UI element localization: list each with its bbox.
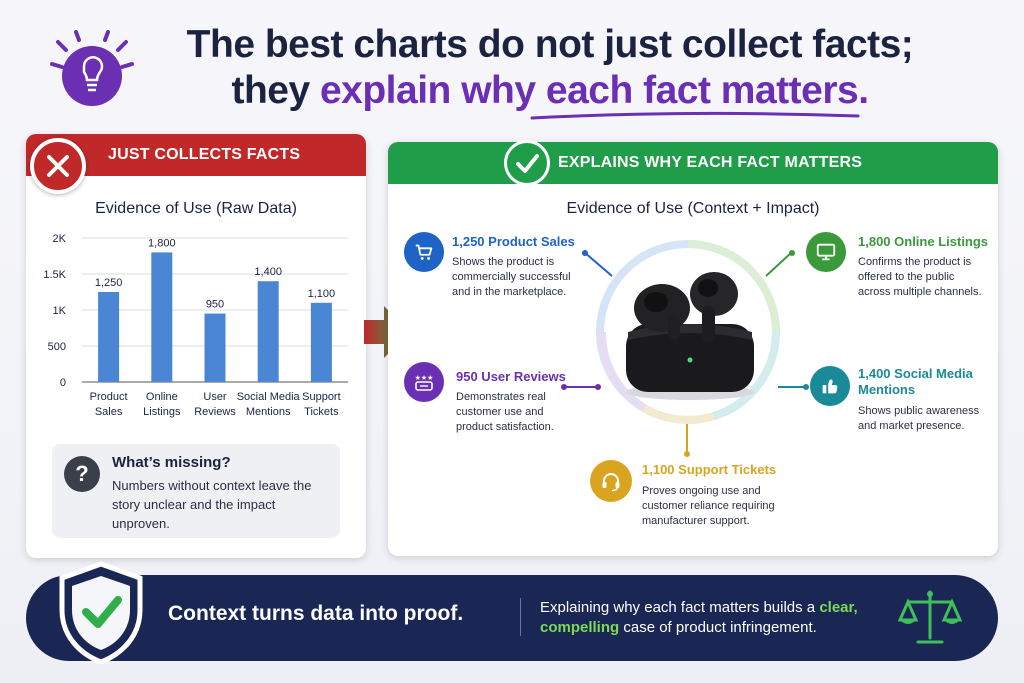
raw-data-bar-chart: 0 500 1K 1.5K 2K 1,250 Product Sales 1,800 Online… <box>43 233 348 418</box>
footer-divider <box>520 598 521 636</box>
fact-sales-line: commercially successful <box>452 271 571 283</box>
evidence-ring <box>596 240 780 424</box>
fact-social-heading-line: Mentions <box>858 382 916 397</box>
bar-value-label: 1,800 <box>148 237 176 249</box>
title-underline <box>530 111 860 120</box>
bar <box>151 252 173 382</box>
fact-listings-text: Confirms the product is offered to the p… <box>858 255 982 300</box>
title-line-2: they explain why each fact matters. <box>150 68 950 114</box>
x-mark-icon <box>30 138 86 194</box>
question-icon: ? <box>64 456 100 492</box>
fact-sales-heading: 1,250 Product Sales <box>452 234 575 249</box>
fact-support-line: Proves ongoing use and <box>642 485 761 497</box>
footer-text-a: Explaining why each fact matters builds … <box>540 599 820 616</box>
raw-data-subtitle: Evidence of Use (Raw Data) <box>95 200 297 217</box>
fact-reviews-line: customer use and <box>456 406 544 418</box>
bar-value-label: 1,400 <box>254 266 282 278</box>
fact-reviews-heading: 950 User Reviews <box>456 369 566 384</box>
bar-value-label: 1,250 <box>95 277 123 289</box>
title-line-2-prefix: they <box>231 69 320 112</box>
page-title: The best charts do not just collect fact… <box>150 22 950 114</box>
connector-sales <box>582 250 613 277</box>
reviews-icon: ★★★ <box>404 362 444 402</box>
whats-missing-box: ? What’s missing? Numbers without contex… <box>52 444 340 538</box>
x-tick-label: Mentions <box>246 406 291 418</box>
y-tick-label: 2K <box>53 233 67 245</box>
fact-support-line: manufacturer support. <box>642 515 750 527</box>
fact-support-text: Proves ongoing use and customer reliance… <box>642 484 775 529</box>
bar <box>204 313 226 382</box>
x-tick-label: Social Media <box>237 391 301 403</box>
footer-main-text: Context turns data into proof. <box>168 602 464 625</box>
x-tick-label: Reviews <box>194 406 236 418</box>
fact-sales-line: Shows the product is <box>452 256 555 268</box>
connector-support <box>684 424 690 457</box>
x-tick-label: Online <box>146 391 178 403</box>
footer-clear: clear, <box>819 599 858 616</box>
footer-compelling: compelling <box>540 619 620 636</box>
x-tick-label: User <box>203 391 227 403</box>
cart-icon <box>404 232 444 272</box>
y-tick-label: 0 <box>60 377 66 389</box>
whats-missing-heading: What’s missing? <box>112 454 231 471</box>
fact-listings-line: across multiple channels. <box>858 286 982 298</box>
shield-check-icon <box>59 561 143 664</box>
connector-social <box>778 384 809 390</box>
thumbs-up-icon <box>810 366 850 406</box>
fact-sales-line: and in the marketplace. <box>452 286 567 298</box>
y-tick-label: 1.5K <box>43 269 66 281</box>
x-tick-label: Product <box>90 391 128 403</box>
bar <box>310 302 332 382</box>
check-mark-icon <box>504 140 550 186</box>
svg-text:★★★: ★★★ <box>415 374 434 382</box>
y-tick-label: 1K <box>53 305 67 317</box>
context-impact-subtitle: Evidence of Use (Context + Impact) <box>566 200 820 217</box>
fact-reviews-text: Demonstrates real customer use and produ… <box>456 390 554 435</box>
transition-arrow-icon <box>364 306 410 358</box>
fact-listings-heading: 1,800 Online Listings <box>858 234 989 249</box>
headset-icon <box>590 460 632 502</box>
earbuds-product-image <box>626 272 754 400</box>
bar <box>257 281 279 382</box>
x-tick-label: Tickets <box>304 406 339 418</box>
scales-of-justice-icon <box>898 590 962 644</box>
fact-reviews-line: product satisfaction. <box>456 421 554 433</box>
bar-value-label: 950 <box>206 299 224 311</box>
fact-social-line: and market presence. <box>858 420 965 432</box>
fact-listings-line: Confirms the product is <box>858 256 972 268</box>
fact-listings-line: offered to the public <box>858 271 955 283</box>
connector-reviews <box>561 384 601 390</box>
x-tick-label: Sales <box>95 406 123 418</box>
x-tick-label: Listings <box>143 406 181 418</box>
title-highlight: explain why each fact matters. <box>319 69 869 112</box>
footer-text-b: case of product infringement. <box>619 619 817 636</box>
explains-banner: EXPLAINS WHY EACH FACT MATTERS <box>388 142 998 184</box>
fact-sales-text: Shows the product is commercially succes… <box>452 255 571 300</box>
fact-support-line: customer reliance requiring <box>642 500 775 512</box>
lightbulb-icon <box>50 30 134 106</box>
bar <box>98 292 120 382</box>
fact-social-text: Shows public awareness and market presen… <box>858 404 979 434</box>
title-line-1: The best charts do not just collect fact… <box>186 23 914 66</box>
fact-support-heading: 1,100 Support Tickets <box>642 462 777 477</box>
fact-reviews-line: Demonstrates real <box>456 391 546 403</box>
fact-social-line: Shows public awareness <box>858 405 980 417</box>
fact-social-heading-line: 1,400 Social Media <box>858 366 973 381</box>
footer-banner <box>26 575 998 661</box>
bar-value-label: 1,100 <box>308 288 336 300</box>
monitor-icon <box>806 232 846 272</box>
whats-missing-text: Numbers without context leave the story … <box>112 478 312 531</box>
y-tick-label: 500 <box>48 341 66 353</box>
connector-listings <box>765 250 795 277</box>
fact-social-heading: 1,400 Social Media Mentions <box>858 366 973 398</box>
x-tick-label: Support <box>302 391 341 403</box>
footer-text: Explaining why each fact matters builds … <box>540 598 890 638</box>
